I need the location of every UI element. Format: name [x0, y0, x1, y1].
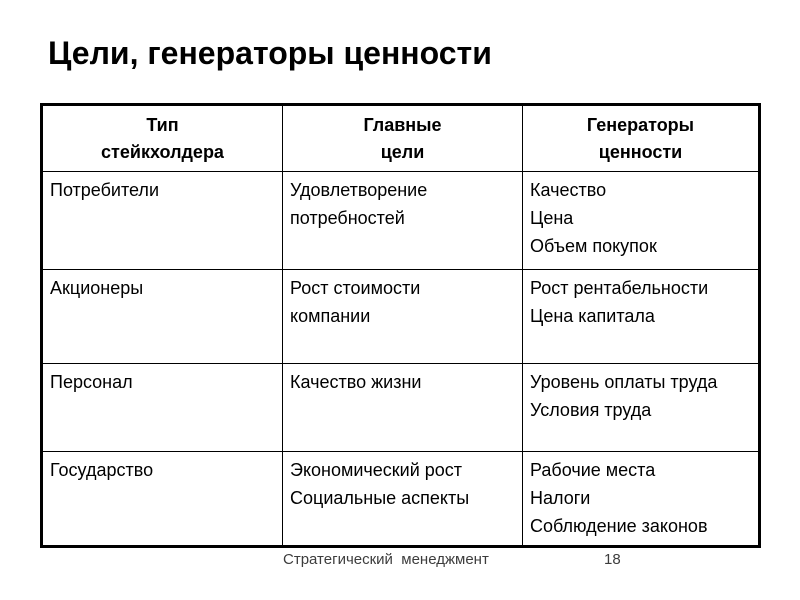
header-line: ценности — [598, 141, 683, 162]
header-line: Тип — [146, 114, 179, 135]
cell-text: Удовлетворение потребностей — [290, 180, 428, 228]
table-body: Потребители Удовлетворение потребностей … — [41, 171, 760, 547]
header-value-generators: Генераторы ценности — [522, 104, 760, 172]
cell-text: Социальные аспекты — [290, 487, 470, 508]
cell-text: Государство — [50, 460, 154, 480]
cell-text: Объем покупок — [530, 235, 657, 256]
footer-text: Стратегический менеджмент — [283, 551, 489, 568]
header-main-goals: Главные цели — [282, 104, 523, 172]
goals-cell: Удовлетворение потребностей — [282, 171, 523, 270]
header-line: Генераторы — [586, 114, 695, 135]
cell-text: Рабочие места — [530, 460, 656, 480]
cell-text: Уровень оплаты труда — [530, 372, 718, 392]
goals-cell: Экономический рост Социальные аспекты — [282, 451, 523, 547]
slide-page-number: 18 — [604, 551, 621, 568]
table-row: Тип стейкхолдера Главные цели Генераторы… — [41, 104, 760, 172]
goals-cell: Качество жизни — [282, 363, 523, 452]
stakeholder-table: Тип стейкхолдера Главные цели Генераторы… — [40, 103, 761, 548]
table-header-row: Тип стейкхолдера Главные цели Генераторы… — [41, 104, 760, 172]
cell-text: Цена — [530, 207, 574, 228]
cell-text: Рост стоимости компании — [290, 278, 421, 326]
stakeholder-cell: Государство — [41, 451, 283, 547]
cell-text: Акционеры — [50, 278, 144, 298]
slide-footer: Стратегический менеджмент 18 — [0, 551, 800, 575]
stakeholder-cell: Акционеры — [41, 269, 283, 364]
header-line: стейкхолдера — [101, 141, 224, 162]
cell-text: Условия труда — [530, 399, 652, 420]
cell-text: Персонал — [50, 372, 133, 392]
cell-text: Качество — [530, 180, 607, 200]
generators-cell: Рабочие места Налоги Соблюдение законов — [522, 451, 760, 547]
goals-cell: Рост стоимости компании — [282, 269, 523, 364]
cell-text: Потребители — [50, 180, 159, 200]
header-line: цели — [380, 141, 425, 162]
table-row: Государство Экономический рост Социальны… — [41, 451, 760, 547]
generators-cell: Качество Цена Объем покупок — [522, 171, 760, 270]
header-line: Главные — [363, 114, 442, 135]
table-row: Потребители Удовлетворение потребностей … — [41, 171, 760, 270]
cell-text: Экономический рост — [290, 460, 463, 480]
header-stakeholder-type: Тип стейкхолдера — [41, 104, 283, 172]
stakeholder-cell: Потребители — [41, 171, 283, 270]
table-row: Акционеры Рост стоимости компании Рост р… — [41, 269, 760, 364]
cell-text: Цена капитала — [530, 305, 655, 326]
cell-text: Соблюдение законов — [530, 515, 708, 536]
cell-text: Рост рентабельности — [530, 278, 709, 298]
slide-title: Цели, генераторы ценности — [48, 35, 492, 71]
generators-cell: Рост рентабельности Цена капитала — [522, 269, 760, 364]
stakeholder-cell: Персонал — [41, 363, 283, 452]
cell-text: Налоги — [530, 487, 591, 508]
cell-text: Качество жизни — [290, 372, 422, 392]
table-row: Персонал Качество жизни Уровень оплаты т… — [41, 363, 760, 452]
generators-cell: Уровень оплаты труда Условия труда — [522, 363, 760, 452]
